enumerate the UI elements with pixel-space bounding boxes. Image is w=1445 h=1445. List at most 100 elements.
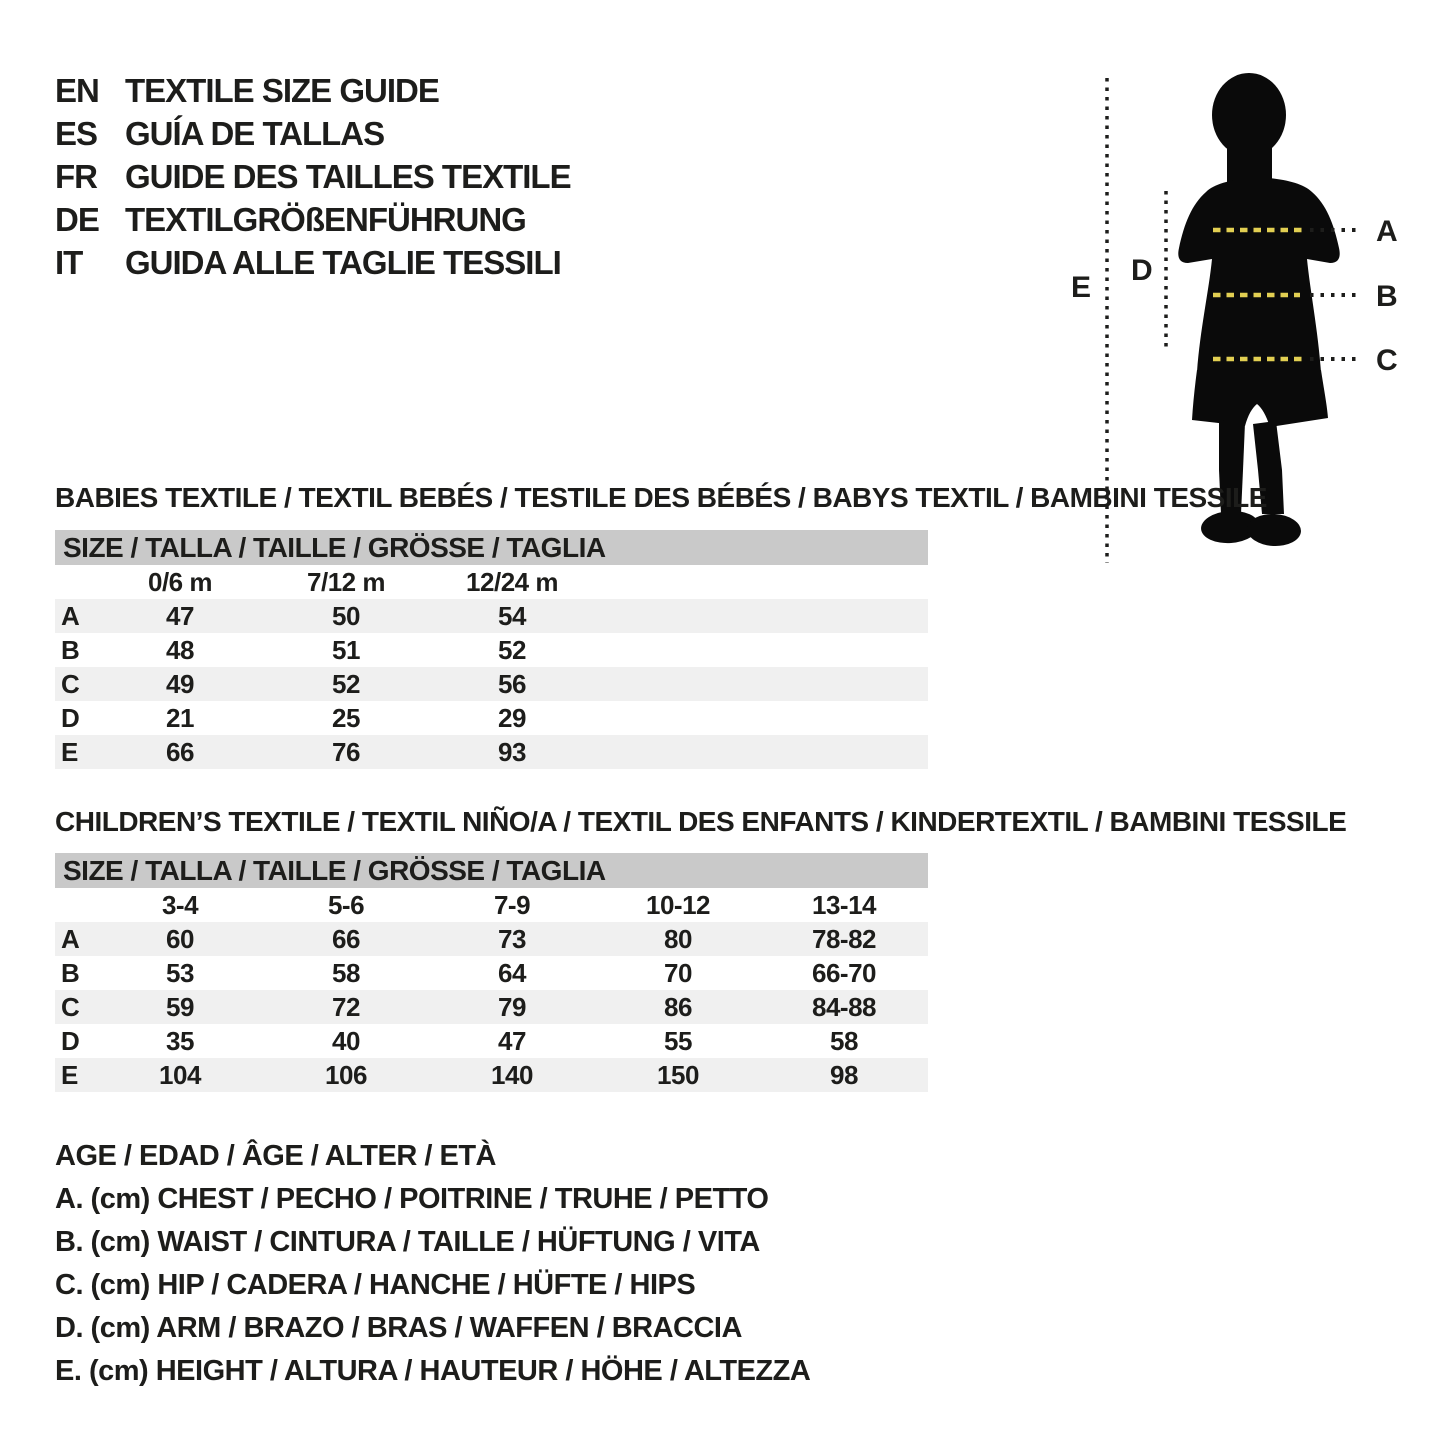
language-code: IT — [55, 244, 83, 281]
table-cell: 59 — [166, 991, 194, 1022]
table-row: E 104 106 140 150 98 — [55, 1058, 928, 1092]
column-header: 10-12 — [646, 889, 711, 920]
figure-label-d: D — [1131, 254, 1153, 287]
table-cell: 84-88 — [812, 991, 877, 1022]
table-cell: 48 — [166, 634, 194, 665]
language-row: DE TEXTILGRÖßENFÜHRUNG — [55, 198, 571, 241]
row-label: A — [61, 600, 80, 631]
table-cell: 56 — [498, 668, 526, 699]
table-cell: 73 — [498, 923, 526, 954]
children-column-header-row: 3-4 5-6 7-9 10-12 13-14 — [55, 888, 928, 922]
table-cell: 58 — [830, 1025, 858, 1056]
column-header: 3-4 — [161, 889, 199, 920]
row-label: B — [61, 634, 80, 665]
language-title: GUIDE DES TAILLES TEXTILE — [125, 158, 572, 195]
language-title: GUIDA ALLE TAGLIE TESSILI — [125, 244, 562, 281]
legend-line-height: E. (cm) HEIGHT / ALTURA / HAUTEUR / HÖHE… — [55, 1355, 811, 1387]
table-cell: 78-82 — [812, 923, 877, 954]
table-cell: 40 — [332, 1025, 360, 1056]
language-row: FR GUIDE DES TAILLES TEXTILE — [55, 155, 572, 198]
table-cell: 25 — [332, 702, 360, 733]
figure-label-c: C — [1376, 344, 1398, 377]
table-cell: 66 — [166, 736, 194, 767]
row-label: A — [61, 923, 80, 954]
table-cell: 76 — [332, 736, 360, 767]
table-cell: 140 — [491, 1059, 533, 1090]
language-row: ES GUÍA DE TALLAS — [55, 112, 571, 155]
table-cell: 79 — [498, 991, 526, 1022]
row-label: C — [61, 991, 80, 1022]
table-cell: 52 — [498, 634, 526, 665]
row-label: D — [61, 702, 80, 733]
language-code: ES — [55, 115, 98, 152]
table-cell: 47 — [498, 1025, 526, 1056]
table-cell: 49 — [166, 668, 194, 699]
language-title-block: EN TEXTILE SIZE GUIDE ES GUÍA DE TALLAS … — [55, 69, 572, 284]
table-cell: 98 — [830, 1059, 858, 1090]
row-label: B — [61, 957, 80, 988]
table-cell: 58 — [332, 957, 360, 988]
language-title: TEXTILE SIZE GUIDE — [125, 72, 440, 109]
children-section-title: CHILDREN’S TEXTILE / TEXTIL NIÑO/A / TEX… — [55, 806, 1347, 837]
figure-label-e: E — [1071, 271, 1091, 304]
column-header: 5-6 — [327, 889, 365, 920]
figure-label-a: A — [1376, 215, 1398, 248]
table-cell: 52 — [332, 668, 360, 699]
language-title: GUÍA DE TALLAS — [125, 115, 385, 152]
table-cell: 55 — [664, 1025, 692, 1056]
row-label: D — [61, 1025, 80, 1056]
column-header: 7-9 — [493, 889, 531, 920]
babies-section-title: BABIES TEXTILE / TEXTIL BEBÉS / TESTILE … — [55, 482, 1267, 513]
table-cell: 80 — [664, 923, 692, 954]
measurement-figure: A B C D E — [1071, 73, 1398, 563]
column-header: 12/24 m — [466, 566, 558, 597]
table-row: E 66 76 93 — [55, 735, 928, 769]
table-row: A 47 50 54 — [55, 599, 928, 633]
table-row: C 49 52 56 — [55, 667, 928, 701]
row-label: C — [61, 668, 80, 699]
language-code: DE — [55, 201, 100, 238]
table-cell: 104 — [159, 1059, 201, 1090]
language-row: EN TEXTILE SIZE GUIDE — [55, 69, 571, 112]
table-cell: 86 — [664, 991, 692, 1022]
table-cell: 50 — [332, 600, 360, 631]
language-row: IT GUIDA ALLE TAGLIE TESSILI — [55, 241, 571, 284]
legend-line-waist: B. (cm) WAIST / CINTURA / TAILLE / HÜFTU… — [55, 1226, 760, 1258]
table-cell: 47 — [166, 600, 194, 631]
row-label: E — [61, 1059, 78, 1090]
table-cell: 66-70 — [812, 957, 877, 988]
table-cell: 35 — [166, 1025, 194, 1056]
child-silhouette-icon — [1178, 73, 1340, 547]
legend-line-chest: A. (cm) CHEST / PECHO / POITRINE / TRUHE… — [55, 1183, 769, 1215]
table-cell: 93 — [498, 736, 526, 767]
legend-line-arm: D. (cm) ARM / BRAZO / BRAS / WAFFEN / BR… — [55, 1312, 742, 1344]
table-row: B 48 51 52 — [55, 633, 928, 667]
table-cell: 66 — [332, 923, 360, 954]
language-code: FR — [55, 158, 98, 195]
legend-line-hip: C. (cm) HIP / CADERA / HANCHE / HÜFTE / … — [55, 1269, 696, 1301]
babies-size-table: SIZE / TALLA / TAILLE / GRÖSSE / TAGLIA … — [55, 530, 928, 769]
table-cell: 29 — [498, 702, 526, 733]
figure-label-b: B — [1376, 280, 1398, 313]
table-cell: 51 — [332, 634, 360, 665]
table-row: D 35 40 47 55 58 — [55, 1024, 928, 1058]
language-code: EN — [55, 72, 100, 109]
table-cell: 150 — [657, 1059, 699, 1090]
children-size-table: SIZE / TALLA / TAILLE / GRÖSSE / TAGLIA … — [55, 853, 928, 1092]
table-cell: 106 — [325, 1059, 367, 1090]
children-size-header-bar: SIZE / TALLA / TAILLE / GRÖSSE / TAGLIA — [55, 853, 928, 888]
table-cell: 72 — [332, 991, 360, 1022]
legend-line-age: AGE / EDAD / ÂGE / ALTER / ETÀ — [55, 1140, 496, 1172]
column-header: 13-14 — [812, 889, 877, 920]
table-cell: 54 — [498, 600, 526, 631]
babies-size-header-bar: SIZE / TALLA / TAILLE / GRÖSSE / TAGLIA — [55, 530, 928, 565]
table-row: A 60 66 73 80 78-82 — [55, 922, 928, 956]
table-row: B 53 58 64 70 66-70 — [55, 956, 928, 990]
column-header: 0/6 m — [148, 566, 213, 597]
table-cell: 60 — [166, 923, 194, 954]
table-cell: 21 — [166, 702, 194, 733]
row-label: E — [61, 736, 78, 767]
language-title: TEXTILGRÖßENFÜHRUNG — [125, 201, 527, 238]
table-row: D 21 25 29 — [55, 701, 928, 735]
table-cell: 53 — [166, 957, 194, 988]
